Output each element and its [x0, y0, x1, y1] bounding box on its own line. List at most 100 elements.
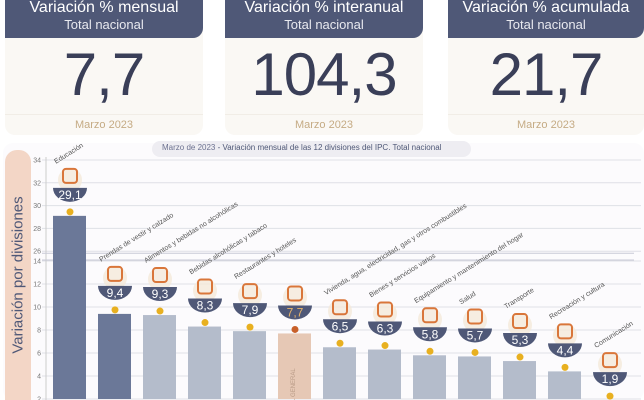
y-tick-label: 28 — [33, 226, 41, 233]
category-icon — [107, 265, 123, 282]
value-label: 7,7 — [287, 305, 304, 319]
general-bar-label: NIVEL GENERAL — [291, 368, 297, 400]
category-icon — [467, 308, 483, 325]
value-label: 29,1 — [58, 188, 82, 202]
card-subtitle: Total nacional — [506, 17, 586, 32]
card-value: 104,3 — [251, 41, 397, 108]
bar-dot — [291, 325, 299, 333]
y-tick-label: 8 — [37, 328, 41, 335]
y-tick-label: 2 — [37, 397, 41, 400]
card-title: Variación % interanual — [244, 0, 404, 16]
category-icon — [62, 167, 78, 184]
y-tick-label: 12 — [33, 282, 41, 289]
bar-dot — [606, 392, 614, 400]
y-tick-label: 32 — [33, 180, 41, 187]
bar-dot — [246, 323, 254, 331]
category-icon — [512, 313, 528, 330]
value-label: 6,5 — [332, 319, 349, 333]
bar-dot — [336, 339, 344, 347]
category-label: Prendas de vestir y calzado — [98, 212, 175, 264]
bar — [413, 355, 446, 399]
value-badge — [98, 285, 132, 300]
y-tick-label: 30 — [33, 203, 41, 210]
card-date: Marzo 2023 — [448, 114, 644, 135]
value-badge — [503, 333, 537, 348]
value-badge — [413, 327, 447, 342]
card-mensual: Variación % mensual Total nacional 7,7 Ma… — [5, 0, 203, 135]
category-icon — [377, 301, 393, 318]
bar-dot — [381, 342, 389, 350]
y-tick-label: 4 — [37, 374, 41, 381]
y-axis-label-box: Variación por divisiones — [5, 150, 31, 400]
y-tick-label: 34 — [33, 158, 41, 165]
value-label: 5,7 — [467, 328, 484, 342]
bar — [368, 349, 401, 399]
card-title: Variación % acumulada — [462, 0, 630, 16]
value-label: 9,3 — [152, 287, 169, 301]
value-badge — [188, 298, 222, 313]
card-interanual: Variación % interanual Total nacional 104… — [225, 0, 423, 135]
bar — [458, 356, 491, 399]
bar — [548, 371, 581, 399]
chart-title-date: Marzo de 2023 — [162, 143, 216, 152]
bar — [188, 326, 221, 399]
value-badge — [368, 321, 402, 336]
bar-dot — [201, 319, 209, 327]
bar-dot — [156, 307, 164, 315]
category-icon — [557, 323, 573, 340]
bar — [233, 331, 266, 399]
value-label: 9,4 — [107, 286, 124, 300]
card-date: Marzo 2023 — [225, 114, 423, 135]
bar-dot — [516, 353, 524, 361]
value-label: 1,9 — [602, 372, 619, 386]
category-label: Recreación y cultura — [548, 281, 606, 321]
bar-dot — [111, 306, 119, 314]
bar — [278, 333, 311, 399]
y-tick-label: 26 — [33, 249, 41, 256]
bar — [143, 315, 176, 399]
chart-title: Marzo de 2023 - Variación mensual de las… — [152, 141, 472, 157]
category-icon — [602, 352, 618, 369]
y-tick-label: 10 — [33, 305, 41, 312]
card-value: 21,7 — [489, 41, 604, 108]
card-subtitle: Total nacional — [284, 17, 364, 32]
card-date: Marzo 2023 — [5, 114, 203, 135]
card-title: Variación % mensual — [29, 0, 179, 16]
card-subtitle: Total nacional — [64, 17, 144, 32]
bar — [503, 361, 536, 399]
card-acumulada: Variación % acumulada Total nacional 21,7… — [448, 0, 644, 135]
category-label: Comunicación — [593, 320, 634, 349]
bar-dot — [561, 363, 569, 371]
category-icon — [152, 267, 168, 284]
value-badge — [323, 319, 357, 334]
value-badge — [233, 303, 267, 318]
y-tick-label: 14 — [33, 259, 41, 266]
bar-dot — [426, 347, 434, 355]
y-tick-label: 6 — [37, 351, 41, 358]
axis-break-icon — [42, 252, 634, 261]
card-value: 7,7 — [63, 41, 145, 108]
category-icon — [422, 307, 438, 324]
value-label: 5,3 — [512, 333, 529, 347]
value-badge — [593, 372, 627, 387]
value-label: 8,3 — [197, 299, 214, 313]
category-icon — [332, 299, 348, 316]
bar-dot — [471, 348, 479, 356]
category-label: Educación — [53, 142, 85, 165]
value-badge — [278, 305, 312, 320]
value-label: 5,8 — [422, 327, 439, 341]
value-label: 7,9 — [242, 303, 259, 317]
bar — [98, 313, 131, 399]
value-badge — [548, 343, 582, 358]
bar-dot — [66, 208, 74, 216]
bar — [323, 347, 356, 399]
category-label: Salud — [458, 291, 477, 306]
category-icon — [242, 283, 258, 300]
value-label: 6,3 — [377, 322, 394, 336]
value-badge — [53, 187, 87, 202]
value-label: 4,4 — [557, 343, 574, 357]
value-badge — [143, 287, 177, 302]
chart-title-text: - Variación mensual de las 12 divisiones… — [215, 143, 442, 152]
category-icon — [287, 285, 303, 302]
